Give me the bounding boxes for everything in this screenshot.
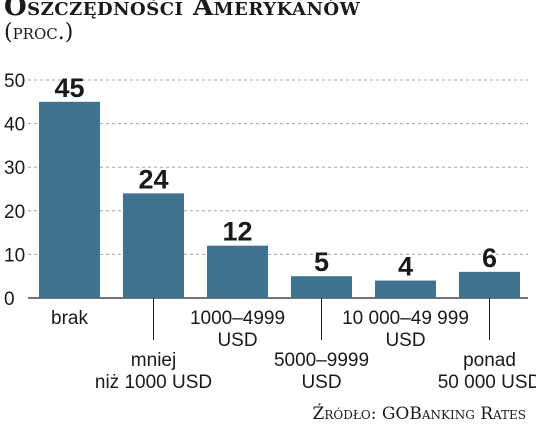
- y-tick-label-50: 50: [4, 71, 25, 92]
- category-label-2-line-0: 1000–4999: [190, 308, 285, 329]
- y-tick-label-40: 40: [4, 115, 25, 136]
- bar-value-label-5: 6: [482, 243, 497, 273]
- bar-value-label-2: 12: [222, 217, 252, 247]
- y-tick-label-20: 20: [4, 202, 25, 223]
- bar-1: [123, 193, 184, 298]
- bar-value-label-3: 5: [314, 247, 329, 277]
- y-tick-label-10: 10: [4, 245, 25, 266]
- category-label-3-line-1: USD: [301, 372, 341, 393]
- source-note: Źródło: GOBanking Rates: [312, 404, 526, 424]
- bar-value-label-0: 45: [54, 73, 84, 103]
- category-label-0-line-0: brak: [51, 308, 88, 329]
- bar-0: [39, 101, 100, 298]
- y-tick-label-30: 30: [4, 158, 25, 179]
- bar-5: [459, 271, 520, 298]
- category-label-1-line-1: niż 1000 USD: [95, 372, 212, 393]
- category-label-3-line-0: 5000–9999: [274, 350, 369, 371]
- bar-3: [291, 276, 352, 298]
- y-tick-label-0: 0: [4, 289, 15, 310]
- bar-2: [207, 245, 268, 298]
- category-label-1-line-0: mniej: [131, 350, 176, 371]
- bar-value-label-4: 4: [398, 252, 413, 282]
- category-label-5-line-1: 50 000 USD: [438, 372, 536, 393]
- chart-subtitle: (proc.): [4, 20, 74, 45]
- bar-4: [375, 280, 436, 298]
- category-label-2-line-1: USD: [217, 330, 257, 351]
- bar-value-label-1: 24: [138, 164, 168, 194]
- chart-title: Oszczędności Amerykanów: [4, 0, 361, 22]
- category-label-4-line-1: USD: [385, 330, 425, 351]
- category-label-4-line-0: 10 000–49 999: [342, 308, 469, 329]
- category-label-5-line-0: ponad: [463, 350, 516, 371]
